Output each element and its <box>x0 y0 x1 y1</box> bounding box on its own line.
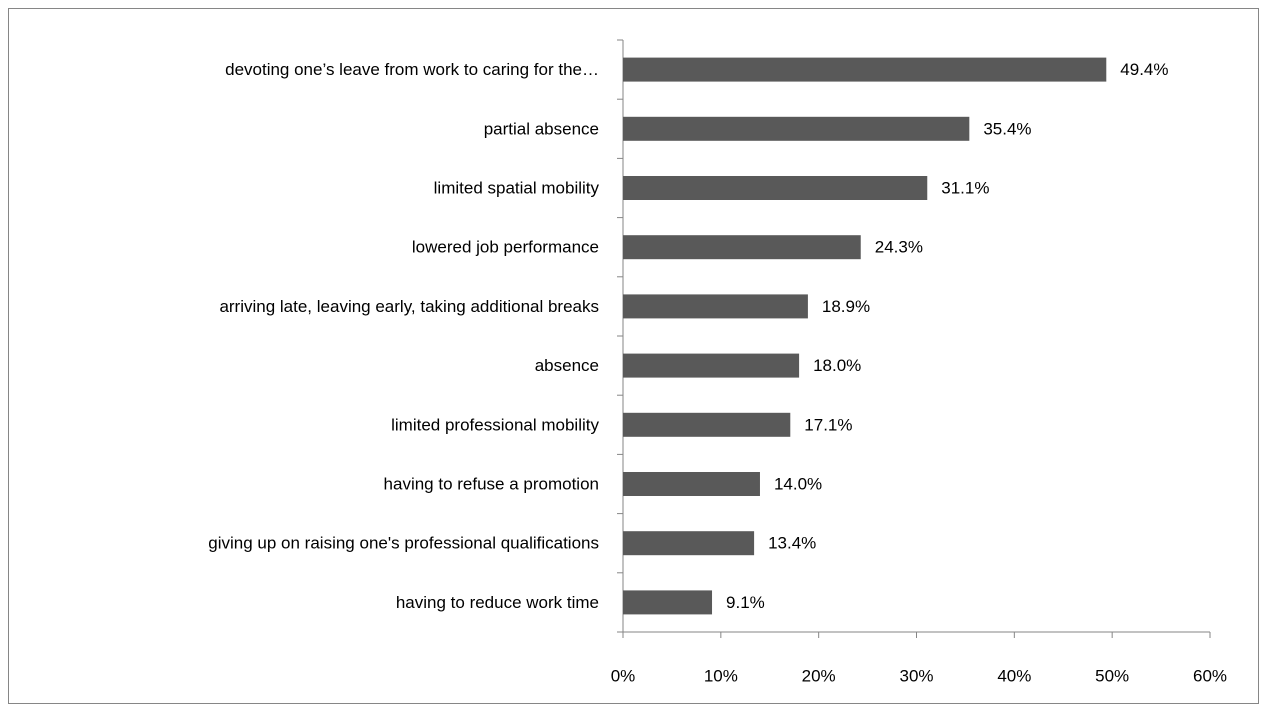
y-tick-label: limited professional mobility <box>391 415 599 434</box>
bar <box>623 412 791 437</box>
y-tick-label: arriving late, leaving early, taking add… <box>219 297 599 316</box>
data-label: 17.1% <box>804 415 852 434</box>
x-tick-label: 0% <box>611 666 636 685</box>
bar <box>623 57 1107 82</box>
bar <box>623 116 970 141</box>
bar <box>623 353 800 378</box>
bar <box>623 590 713 615</box>
y-tick-label: absence <box>535 356 599 375</box>
y-tick-label: limited spatial mobility <box>434 178 600 197</box>
x-tick-label: 20% <box>802 666 836 685</box>
data-label: 14.0% <box>774 474 822 493</box>
data-label: 35.4% <box>983 119 1031 138</box>
x-tick-label: 40% <box>997 666 1031 685</box>
y-tick-label: devoting one’s leave from work to caring… <box>225 60 599 79</box>
data-label: 18.9% <box>822 297 870 316</box>
bar <box>623 176 928 200</box>
bar <box>623 531 755 556</box>
data-label: 18.0% <box>813 356 861 375</box>
x-tick-label: 30% <box>899 666 933 685</box>
y-tick-label: lowered job performance <box>412 238 599 257</box>
data-label: 9.1% <box>726 593 765 612</box>
y-tick-label: partial absence <box>484 119 599 138</box>
bar <box>623 294 808 319</box>
bar <box>623 235 861 260</box>
y-tick-label: having to refuse a promotion <box>384 474 599 493</box>
x-tick-label: 60% <box>1193 666 1227 685</box>
x-tick-label: 50% <box>1095 666 1129 685</box>
y-tick-label: having to reduce work time <box>396 593 599 612</box>
data-label: 49.4% <box>1120 60 1168 79</box>
data-label: 31.1% <box>941 178 989 197</box>
data-label: 13.4% <box>768 534 816 553</box>
y-tick-label: giving up on raising one's professional … <box>208 534 599 553</box>
data-label: 24.3% <box>875 238 923 257</box>
x-tick-label: 10% <box>704 666 738 685</box>
bar <box>623 472 760 496</box>
